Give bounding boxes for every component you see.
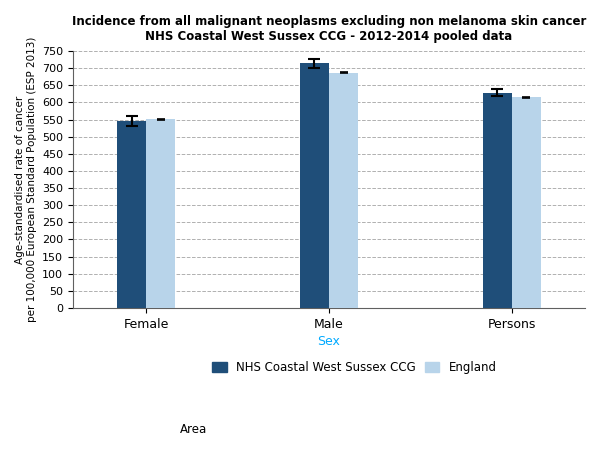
Y-axis label: Age-standardised rate of cancer
per 100,000 European Standard Population (ESP 20: Age-standardised rate of cancer per 100,… [15, 37, 37, 322]
Bar [512, 97, 541, 308]
Bar [146, 119, 175, 308]
Text: Area: Area [180, 423, 207, 436]
Bar [117, 121, 146, 308]
X-axis label: Sex: Sex [317, 335, 340, 348]
Legend: NHS Coastal West Sussex CCG, England: NHS Coastal West Sussex CCG, England [212, 361, 497, 374]
Bar [482, 93, 512, 308]
Bar [329, 73, 358, 308]
Bar [300, 63, 329, 308]
Title: Incidence from all malignant neoplasms excluding non melanoma skin cancer
NHS Co: Incidence from all malignant neoplasms e… [72, 15, 586, 43]
